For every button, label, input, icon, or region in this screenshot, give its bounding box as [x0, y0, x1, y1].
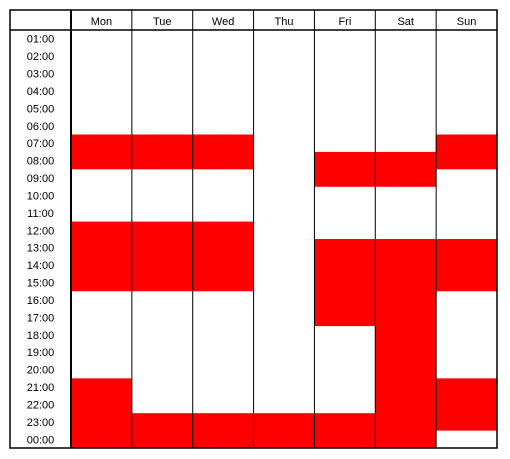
busy-block-fri: [314, 413, 376, 448]
hour-label: 16:00: [27, 295, 55, 307]
busy-block-fri: [314, 239, 376, 327]
hour-label: 15:00: [27, 278, 55, 290]
busy-block-mon: [71, 134, 132, 170]
day-label-tue: Tue: [153, 16, 172, 28]
hour-label: 09:00: [27, 173, 55, 185]
hour-label: 12:00: [27, 225, 55, 237]
day-label-mon: Mon: [91, 16, 112, 28]
hour-label: 00:00: [27, 434, 55, 446]
busy-block-sat: [375, 151, 437, 187]
busy-block-sat: [375, 239, 437, 448]
day-label-sun: Sun: [457, 16, 477, 28]
hour-label: 21:00: [27, 382, 55, 394]
hour-label: 02:00: [27, 51, 55, 63]
busy-block-sun: [436, 134, 497, 170]
hour-label: 05:00: [27, 103, 55, 115]
busy-block-sun: [436, 378, 497, 431]
day-label-wed: Wed: [212, 16, 234, 28]
hour-label: 10:00: [27, 190, 55, 202]
busy-block-tue: [131, 221, 193, 292]
hour-label: 08:00: [27, 156, 55, 168]
hour-label: 20:00: [27, 365, 55, 377]
busy-block-tue: [131, 134, 193, 170]
busy-block-mon: [71, 378, 132, 448]
hour-label: 06:00: [27, 121, 55, 133]
busy-block-thu: [253, 413, 315, 448]
hour-label: 04:00: [27, 86, 55, 98]
busy-block-sun: [436, 239, 497, 292]
busy-blocks: [71, 134, 497, 448]
hour-label: 19:00: [27, 347, 55, 359]
hour-label: 18:00: [27, 330, 55, 342]
day-header-row: Mon Tue Wed Thu Fri Sat Sun: [91, 16, 477, 28]
day-label-fri: Fri: [338, 16, 351, 28]
day-label-sat: Sat: [397, 16, 414, 28]
hour-label: 17:00: [27, 312, 55, 324]
hour-label: 11:00: [27, 208, 54, 220]
busy-block-wed: [192, 413, 254, 448]
busy-block-fri: [314, 151, 376, 187]
hour-label: 03:00: [27, 69, 55, 81]
busy-block-wed: [192, 134, 254, 170]
day-label-thu: Thu: [275, 16, 294, 28]
busy-block-tue: [131, 413, 193, 448]
hour-label: 23:00: [27, 417, 55, 429]
grid-lines: [9, 9, 498, 449]
hour-label: 01:00: [27, 34, 55, 46]
hour-label: 13:00: [27, 243, 55, 255]
busy-block-mon: [71, 221, 132, 292]
hour-label: 14:00: [27, 260, 55, 272]
hour-column: 01:00 02:00 03:00 04:00 05:00 06:00 07:00 08:00…: [27, 34, 55, 447]
hour-label: 07:00: [27, 138, 55, 150]
hour-label: 22:00: [27, 399, 55, 411]
busy-block-wed: [192, 221, 254, 292]
